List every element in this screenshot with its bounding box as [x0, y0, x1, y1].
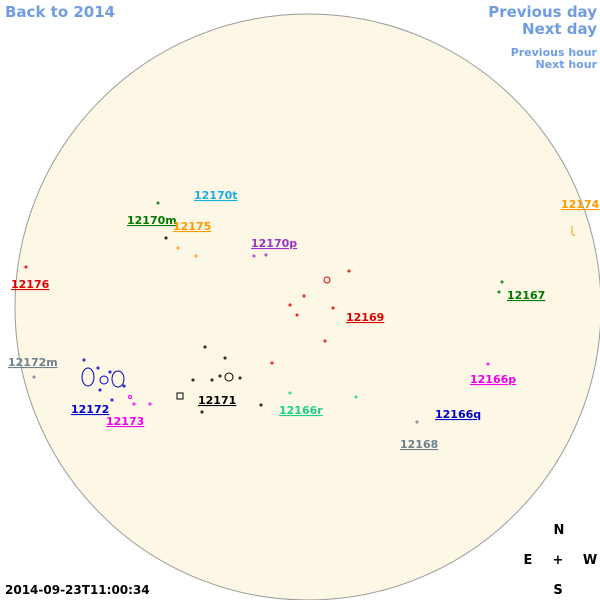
compass-center: +	[553, 553, 564, 568]
region-label[interactable]: 12170p	[251, 237, 297, 250]
region-label[interactable]: 12174	[561, 198, 600, 211]
region-label[interactable]: 12175	[173, 220, 211, 233]
compass-east: E	[524, 553, 533, 568]
region-label[interactable]: 12166p	[470, 373, 516, 386]
compass-south: S	[553, 583, 562, 598]
region-label[interactable]: 12169	[346, 311, 384, 324]
back-link[interactable]: Back to 2014	[5, 3, 115, 21]
sunspots	[24, 201, 576, 424]
compass-west: W	[583, 553, 597, 568]
region-label[interactable]: 12166r	[279, 404, 323, 417]
region-label[interactable]: 12170t	[194, 189, 238, 202]
region-label[interactable]: 12172m	[8, 356, 58, 369]
region-label[interactable]: 12173	[106, 415, 144, 428]
region-label[interactable]: 12168	[400, 438, 438, 451]
region-label[interactable]: 12172	[71, 403, 109, 416]
compass-north: N	[554, 523, 565, 538]
solar-disk	[14, 13, 600, 600]
timestamp: 2014-09-23T11:00:34	[5, 583, 150, 597]
next-day-link[interactable]: Next day	[522, 20, 597, 38]
region-label[interactable]: 12170m	[127, 214, 177, 227]
previous-day-link[interactable]: Previous day	[488, 3, 597, 21]
previous-hour-link[interactable]: Previous hour	[511, 46, 598, 59]
next-hour-link[interactable]: Next hour	[536, 58, 598, 71]
region-label[interactable]: 12176	[11, 278, 50, 291]
region-label[interactable]: 12171	[198, 394, 236, 407]
region-label[interactable]: 12166q	[435, 408, 481, 421]
region-label[interactable]: 12167	[507, 289, 545, 302]
